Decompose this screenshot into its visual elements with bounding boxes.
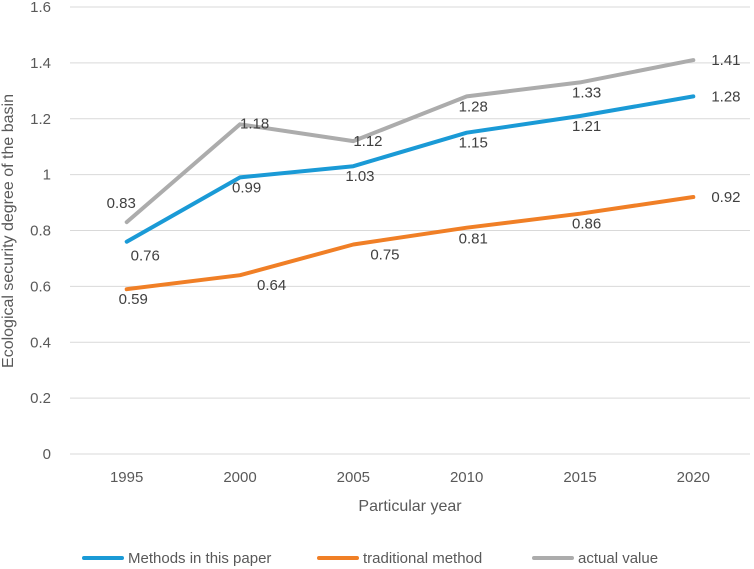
series-line-methods-in-this-paper: [124, 94, 696, 244]
y-tick-label: 0.4: [30, 334, 51, 351]
data-label: 0.76: [131, 248, 160, 265]
y-tick-label: 0.8: [30, 223, 51, 240]
y-tick-label: 0.2: [30, 390, 51, 407]
x-tick-label: 2010: [450, 469, 483, 486]
series-lines: [124, 58, 696, 292]
x-tick-label: 2005: [337, 469, 370, 486]
series-line-actual-value: [124, 58, 696, 225]
data-label: 1.12: [353, 133, 382, 150]
data-label: 1.18: [240, 115, 269, 132]
data-label: 0.83: [107, 195, 136, 212]
x-tick-label: 1995: [110, 469, 143, 486]
data-label: 0.86: [572, 216, 601, 233]
x-tick-label: 2015: [563, 469, 596, 486]
x-tick-label: 2020: [677, 469, 710, 486]
y-tick-label: 1.4: [30, 55, 51, 72]
data-label: 1.41: [711, 52, 740, 69]
x-tick-label: 2000: [223, 469, 256, 486]
y-axis-title: Ecological security degree of the basin: [0, 94, 17, 368]
legend-label-methods-in-this-paper: Methods in this paper: [128, 550, 271, 567]
y-tick-label: 1.2: [30, 111, 51, 128]
series-line-traditional-method: [124, 195, 696, 292]
data-label: 1.15: [459, 135, 488, 152]
legend-label-traditional-method: traditional method: [363, 550, 482, 567]
data-label: 1.21: [572, 118, 601, 135]
legend: Methods in this paper traditional method a…: [82, 550, 658, 567]
data-label: 0.99: [232, 179, 261, 196]
y-tick-label: 0: [43, 446, 51, 463]
data-label: 1.28: [459, 98, 488, 115]
y-tick-label: 1.6: [30, 0, 51, 16]
y-tick-label: 0.6: [30, 278, 51, 295]
data-label: 1.28: [711, 88, 740, 105]
gridlines: [70, 6, 750, 455]
data-label: 1.03: [345, 168, 374, 185]
y-tick-label: 1: [43, 167, 51, 184]
x-axis-title: Particular year: [358, 498, 462, 515]
data-label: 0.59: [119, 291, 148, 308]
data-label: 0.64: [257, 277, 286, 294]
data-label: 1.33: [572, 84, 601, 101]
data-label: 0.81: [459, 231, 488, 248]
data-labels: 0.76 0.99 1.03 1.15 1.21 1.28 0.59 0.64 0.75 0.81…: [107, 52, 741, 308]
data-label: 0.75: [370, 246, 399, 263]
data-label: 0.92: [711, 189, 740, 206]
legend-label-actual-value: actual value: [578, 550, 658, 567]
x-axis-ticks: 1995 2000 2005 2010 2015 2020: [110, 469, 710, 486]
y-axis-ticks: 0 0.2 0.4 0.6 0.8 1 1.2 1.4 1.6: [30, 0, 51, 463]
